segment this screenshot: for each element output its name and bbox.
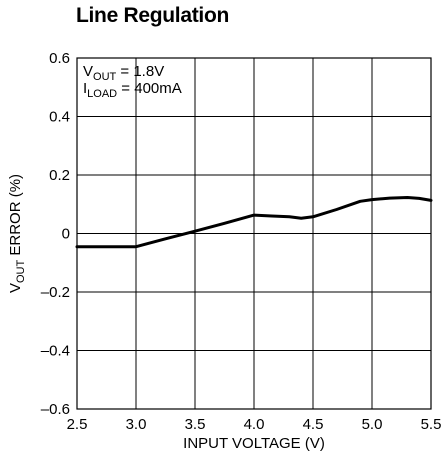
chart-title: Line Regulation [76,4,230,27]
y-tick-label: 0.6 [49,50,70,67]
x-tick-label: 3.5 [185,416,206,433]
y-tick-label: 0.4 [49,109,70,126]
x-tick-label: 4.5 [303,416,324,433]
x-tick-label: 2.5 [67,416,88,433]
plot-frame [76,57,432,410]
y-tick-label: –0.6 [41,401,70,418]
y-tick-label: –0.2 [41,284,70,301]
y-tick-label: –0.4 [41,343,70,360]
y-tick-label: 0.2 [49,167,70,184]
x-axis-ticks: 2.5 3.0 3.5 4.0 4.5 5.0 5.5 [67,416,441,433]
series-line [75,196,433,249]
x-axis-label: INPUT VOLTAGE (V) [183,435,325,452]
x-tick-label: 4.0 [244,416,265,433]
x-tick-label: 5.5 [421,416,441,433]
annotation-line: VOUT = 1.8V [83,63,164,83]
grid [76,57,432,410]
y-axis-ticks: –0.6 –0.4 –0.2 0 0.2 0.4 0.6 [41,50,70,418]
y-axis-label-text: VOUT ERROR (%) [7,174,27,293]
x-tick-label: 3.0 [126,416,147,433]
y-axis-label: VOUT ERROR (%) [7,174,27,293]
y-tick-label: 0 [62,226,70,243]
x-tick-label: 5.0 [362,416,383,433]
annotation-line: ILOAD = 400mA [83,80,182,100]
